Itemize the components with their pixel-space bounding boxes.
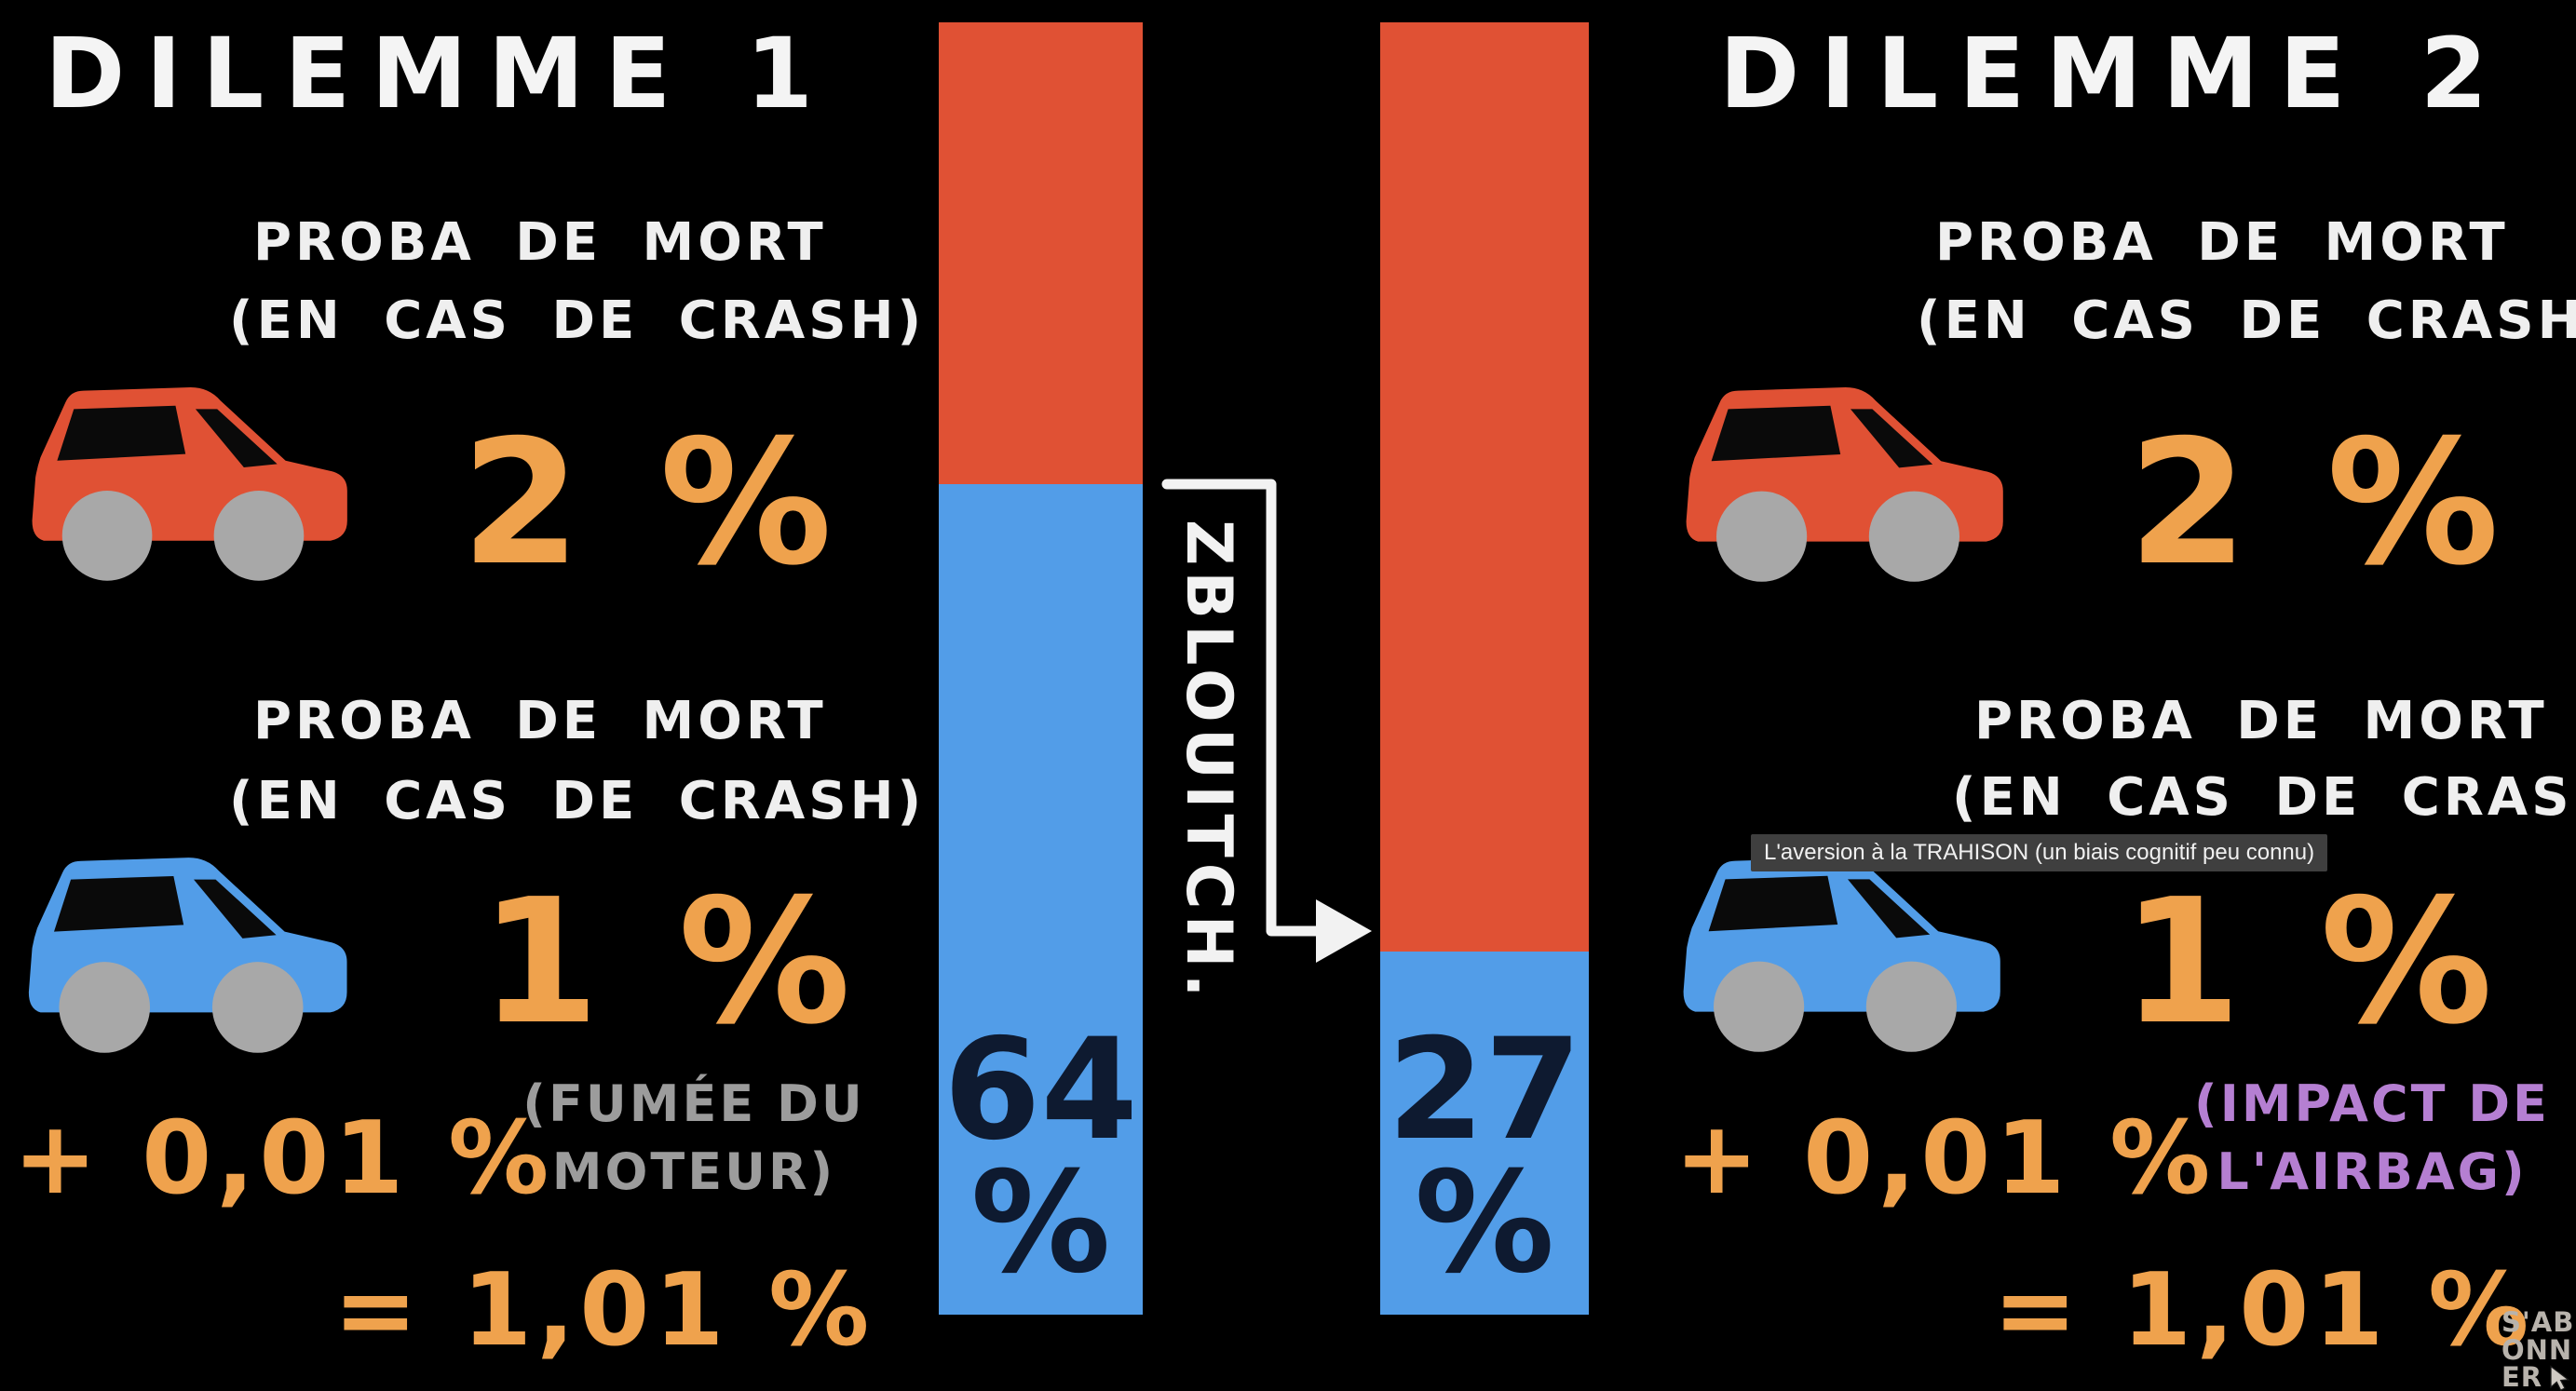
dilemma1-bar-red-segment (939, 22, 1143, 484)
dilemma1-title: DILEMME 1 (45, 17, 834, 130)
dilemma1-bar-blue-segment (939, 484, 1143, 1315)
zblouitch-label: ZBLOUITCH. (1172, 520, 1245, 1004)
dilemma1-result-bar: 64 % (939, 22, 1143, 1315)
note-line: MOTEUR) (551, 1141, 836, 1201)
cursor-icon (2550, 1365, 2570, 1391)
blue-car-icon (17, 841, 354, 1060)
bar-label-unit: % (1414, 1141, 1555, 1304)
zblouitch-arrow-icon (1161, 479, 1372, 963)
dilemma1-extra-risk: + 0,01 % (13, 1101, 554, 1217)
dilemma2-extra-risk: + 0,01 % (1674, 1101, 2216, 1217)
dilemma2-red-proba-line2: (EN CAS DE CRASH) : (1917, 290, 2576, 351)
bar-label-unit: % (970, 1141, 1111, 1304)
dilemma1-blue-proba-line2: (EN CAS DE CRASH) : (229, 771, 990, 831)
note-line: L'AIRBAG) (2217, 1141, 2528, 1201)
dilemma2-blue-proba-line1: PROBA DE MORT (1974, 691, 2548, 751)
dilemma1-blue-probability: 1 % (480, 861, 861, 1062)
subscribe-watermark-line: ONN (2501, 1333, 2573, 1366)
video-title-tooltip[interactable]: L'aversion à la TRAHISON (un biais cogni… (1751, 834, 2328, 871)
dilemma2-red-proba-line1: PROBA DE MORT (1935, 212, 2509, 273)
bar-label-value: 64 (943, 1009, 1138, 1171)
dilemma2-result-bar: 27 % (1380, 22, 1589, 1315)
dilemma1-extra-risk-note: (FUMÉE DU MOTEUR) (508, 1071, 880, 1207)
dilemma2-red-probability: 2 % (2128, 402, 2509, 603)
dilemma2-title: DILEMME 2 (1719, 17, 2508, 130)
bar-label-value: 27 (1387, 1009, 1582, 1171)
dilemma1-bar-label: 64 % (939, 1009, 1143, 1304)
dilemma2-blue-proba-line2: (EN CAS DE CRASH) : (1952, 767, 2576, 828)
note-line: (FUMÉE DU (522, 1074, 865, 1133)
dilemma1-red-proba-line1: PROBA DE MORT (253, 212, 827, 273)
dilemma1-red-proba-line2: (EN CAS DE CRASH) : (229, 290, 990, 351)
subscribe-watermark-line: S'AB (2501, 1306, 2575, 1338)
dilemma2-bar-blue-segment (1380, 952, 1589, 1315)
dilemma2-bar-red-segment (1380, 22, 1589, 952)
dilemma2-total-risk: = 1,01 % (1993, 1252, 2534, 1369)
subscribe-watermark[interactable]: S'AB ONN ER (2501, 1306, 2575, 1391)
blue-car-icon (1672, 841, 2007, 1059)
dilemma1-red-probability: 2 % (461, 402, 842, 603)
note-line: (IMPACT DE (2194, 1074, 2550, 1133)
dilemma2-extra-risk-note: (IMPACT DE L'AIRBAG) (2172, 1071, 2572, 1207)
dilemma1-blue-proba-line1: PROBA DE MORT (253, 691, 827, 751)
red-car-icon (20, 371, 354, 587)
red-car-icon (1674, 371, 2010, 588)
dilemma2-bar-label: 27 % (1380, 1009, 1589, 1304)
dilemma2-blue-probability: 1 % (2122, 861, 2502, 1062)
dilemma1-total-risk: = 1,01 % (333, 1252, 874, 1369)
subscribe-watermark-line: ER (2501, 1361, 2543, 1391)
